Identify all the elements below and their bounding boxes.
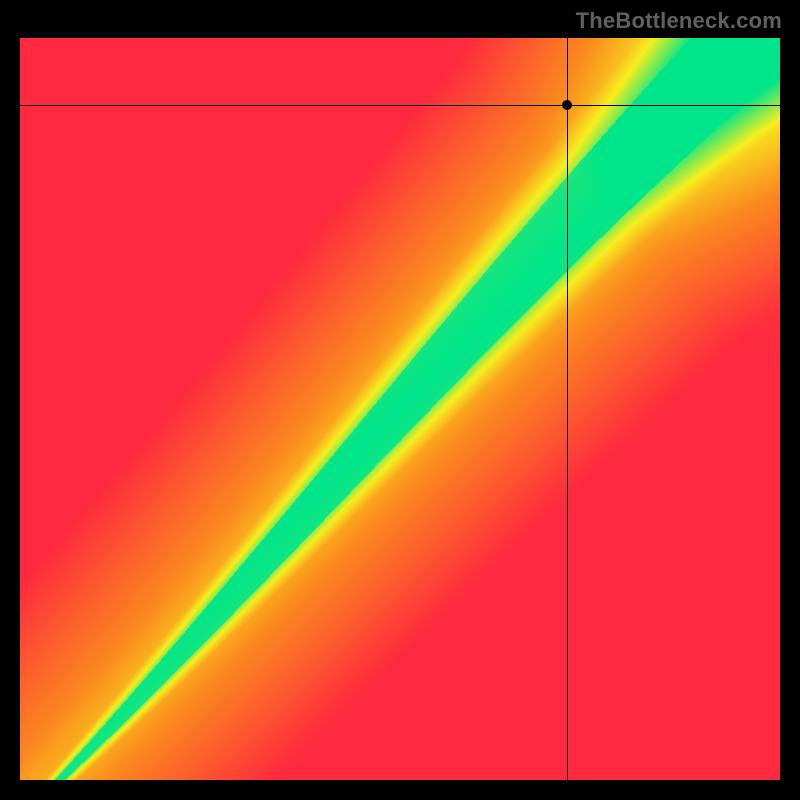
crosshair-horizontal [20,105,780,106]
watermark-text: TheBottleneck.com [576,8,782,34]
chart-frame: TheBottleneck.com [0,0,800,800]
heatmap-canvas [20,38,780,780]
heatmap-plot [20,38,780,780]
crosshair-vertical [567,38,568,780]
crosshair-marker-dot [562,100,572,110]
